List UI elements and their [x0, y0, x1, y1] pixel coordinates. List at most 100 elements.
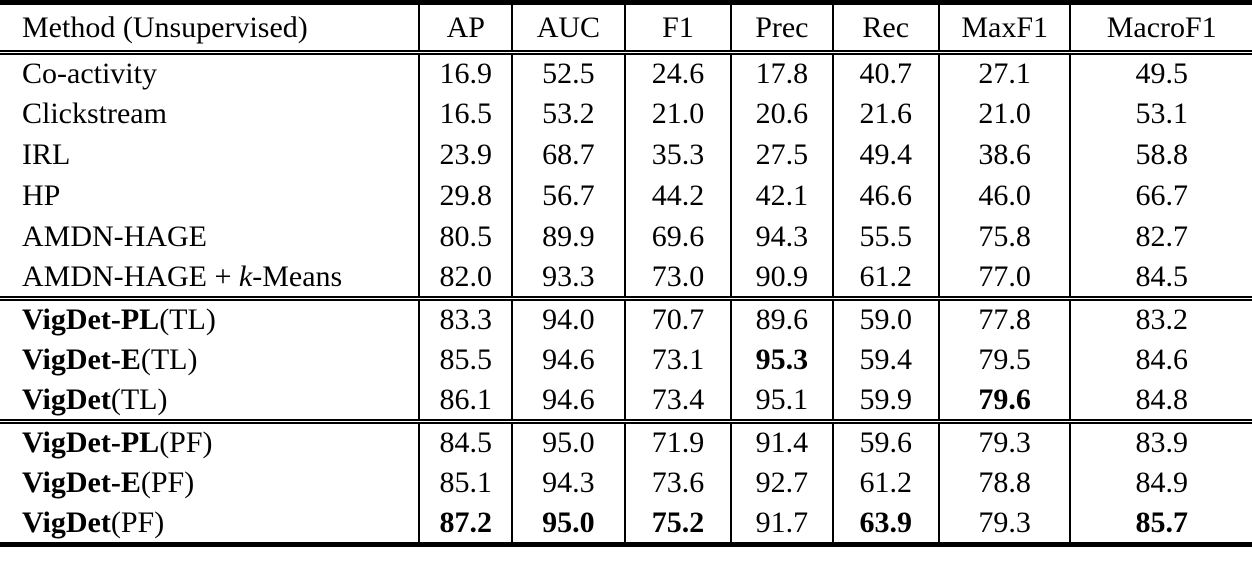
- table-row-vigdet-e-pf: VigDet-E(PF) 85.1 94.3 73.6 92.7 61.2 78.8 84.9: [0, 462, 1252, 504]
- method-segment-plain: AMDN-HAGE: [22, 220, 207, 253]
- value-cell-ap: 83.3: [418, 296, 513, 340]
- value-cell-f1: 21.0: [623, 93, 732, 135]
- value-cell-auc: 56.7: [511, 175, 625, 217]
- column-header-rec: Rec: [831, 2, 939, 55]
- method-segment-bold: VigDet-E: [22, 466, 141, 499]
- method-segment-italic: k: [238, 259, 253, 293]
- method-cell: AMDN-HAGE: [0, 217, 419, 258]
- value-cell-prec: 92.7: [730, 462, 833, 504]
- value-cell-rec: 21.6: [831, 93, 939, 135]
- table-row-co-activity: Co-activity 16.9 52.5 24.6 17.8 40.7 27.1 49.5: [0, 52, 1252, 94]
- value-cell-maxf1: 79.5: [937, 339, 1071, 381]
- column-header-method-unsupervised: Method (Unsupervised): [0, 2, 420, 55]
- value-cell-auc: 53.2: [511, 93, 625, 135]
- value-cell-auc: 89.9: [511, 216, 625, 258]
- value-cell-rec: 49.4: [831, 134, 939, 176]
- value-cell-macrof1: 66.7: [1069, 175, 1252, 217]
- value-cell-f1: 70.7: [623, 296, 732, 340]
- value-cell-prec: 91.7: [730, 503, 833, 545]
- value-cell-auc: 94.6: [511, 380, 625, 422]
- value-cell-ap: 29.8: [418, 175, 513, 217]
- method-segment-bold: VigDet: [22, 382, 111, 416]
- value-cell-ap: 85.1: [418, 462, 513, 504]
- value-cell-ap: 82.0: [418, 257, 513, 299]
- value-cell-macrof1: 53.1: [1069, 93, 1252, 135]
- value-cell-rec: 46.6: [831, 175, 939, 217]
- method-cell: VigDet-PL(PF): [0, 419, 420, 463]
- method-segment-plain: (TL): [159, 303, 216, 337]
- value-cell-maxf1: 79.3: [937, 503, 1071, 545]
- value-cell-ap: 23.9: [418, 134, 513, 176]
- value-cell-rec: 63.9: [831, 503, 939, 545]
- method-segment-plain: (TL): [110, 382, 168, 416]
- value-cell-f1: 69.6: [623, 216, 732, 258]
- value-cell-auc: 94.6: [511, 339, 625, 381]
- value-cell-macrof1: 84.9: [1069, 462, 1252, 504]
- value-cell-prec: 94.3: [730, 216, 833, 258]
- method-cell: VigDet(PF): [0, 504, 419, 545]
- table-row-hp: HP 29.8 56.7 44.2 42.1 46.6 46.0 66.7: [0, 175, 1252, 217]
- table-row-vigdet-tl: VigDet(TL) 86.1 94.6 73.4 95.1 59.9 79.6 84.8: [0, 380, 1252, 422]
- value-cell-prec: 95.1: [730, 380, 833, 422]
- value-cell-f1: 24.6: [623, 52, 732, 94]
- value-cell-prec: 20.6: [730, 93, 833, 135]
- value-cell-auc: 52.5: [511, 52, 625, 94]
- value-cell-f1: 75.2: [623, 503, 732, 545]
- method-cell: HP: [0, 176, 419, 217]
- method-segment-plain: Clickstream: [22, 97, 167, 130]
- method-segment-plain: -Means: [252, 259, 343, 293]
- method-cell: Clickstream: [0, 94, 419, 135]
- value-cell-f1: 44.2: [623, 175, 732, 217]
- value-cell-maxf1: 46.0: [937, 175, 1071, 217]
- value-cell-rec: 40.7: [831, 52, 939, 94]
- value-cell-macrof1: 83.2: [1069, 296, 1252, 340]
- method-cell: VigDet-E(TL): [0, 340, 419, 381]
- method-segment-plain: (PF): [140, 466, 195, 499]
- value-cell-prec: 95.3: [730, 339, 833, 381]
- method-segment-plain: (PF): [110, 505, 165, 539]
- value-cell-rec: 59.4: [831, 339, 939, 381]
- table-row-vigdet-pl-pf: VigDet-PL(PF) 84.5 95.0 71.9 91.4 59.6 79.3 83.…: [0, 419, 1252, 463]
- table-row-amdn-hage-k-means: AMDN-HAGE + k-Means 82.0 93.3 73.0 90.9 61.2 7…: [0, 257, 1252, 299]
- method-segment-bold: VigDet-PL: [22, 426, 160, 460]
- column-header-prec: Prec: [730, 2, 833, 55]
- table-row-vigdet-e-tl: VigDet-E(TL) 85.5 94.6 73.1 95.3 59.4 79.5 84.6: [0, 339, 1252, 381]
- value-cell-auc: 94.3: [511, 462, 625, 504]
- value-cell-maxf1: 78.8: [937, 462, 1071, 504]
- table-row-amdn-hage: AMDN-HAGE 80.5 89.9 69.6 94.3 55.5 75.8 82.7: [0, 216, 1252, 258]
- table-header: Method (Unsupervised) AP AUC F1 Prec Rec MaxF1…: [0, 2, 1252, 55]
- method-segment-plain: AMDN-HAGE +: [22, 259, 239, 293]
- table-row-vigdet-pf: VigDet(PF) 87.2 95.0 75.2 91.7 63.9 79.3 85.7: [0, 503, 1252, 545]
- method-cell: VigDet(TL): [0, 381, 419, 422]
- value-cell-rec: 59.6: [831, 419, 939, 463]
- method-cell: IRL: [0, 135, 419, 176]
- column-header-maxf1: MaxF1: [937, 2, 1071, 55]
- value-cell-ap: 16.9: [418, 52, 513, 94]
- table-row-vigdet-pl-tl: VigDet-PL(TL) 83.3 94.0 70.7 89.6 59.0 77.8 83.…: [0, 296, 1252, 340]
- method-cell: VigDet-PL(TL): [0, 296, 420, 340]
- method-segment-bold: VigDet-PL: [22, 303, 160, 337]
- value-cell-maxf1: 75.8: [937, 216, 1071, 258]
- value-cell-f1: 73.4: [623, 380, 732, 422]
- method-cell: AMDN-HAGE + k-Means: [0, 258, 419, 299]
- value-cell-auc: 93.3: [511, 257, 625, 299]
- value-cell-maxf1: 38.6: [937, 134, 1071, 176]
- value-cell-maxf1: 77.0: [937, 257, 1071, 299]
- value-cell-ap: 16.5: [418, 93, 513, 135]
- value-cell-rec: 59.0: [831, 296, 939, 340]
- column-header-macrof1: MacroF1: [1069, 2, 1252, 55]
- value-cell-macrof1: 85.7: [1069, 503, 1252, 545]
- value-cell-maxf1: 77.8: [937, 296, 1071, 340]
- table-body: Co-activity 16.9 52.5 24.6 17.8 40.7 27.1 49.5 C…: [0, 52, 1252, 545]
- value-cell-rec: 59.9: [831, 380, 939, 422]
- value-cell-ap: 85.5: [418, 339, 513, 381]
- column-header-auc: AUC: [511, 2, 625, 55]
- value-cell-ap: 86.1: [418, 380, 513, 422]
- value-cell-maxf1: 27.1: [937, 52, 1071, 94]
- method-segment-plain: Co-activity: [22, 57, 157, 91]
- method-cell: Co-activity: [0, 53, 419, 94]
- value-cell-macrof1: 84.6: [1069, 339, 1252, 381]
- value-cell-f1: 73.0: [623, 257, 732, 299]
- value-cell-macrof1: 49.5: [1069, 52, 1252, 94]
